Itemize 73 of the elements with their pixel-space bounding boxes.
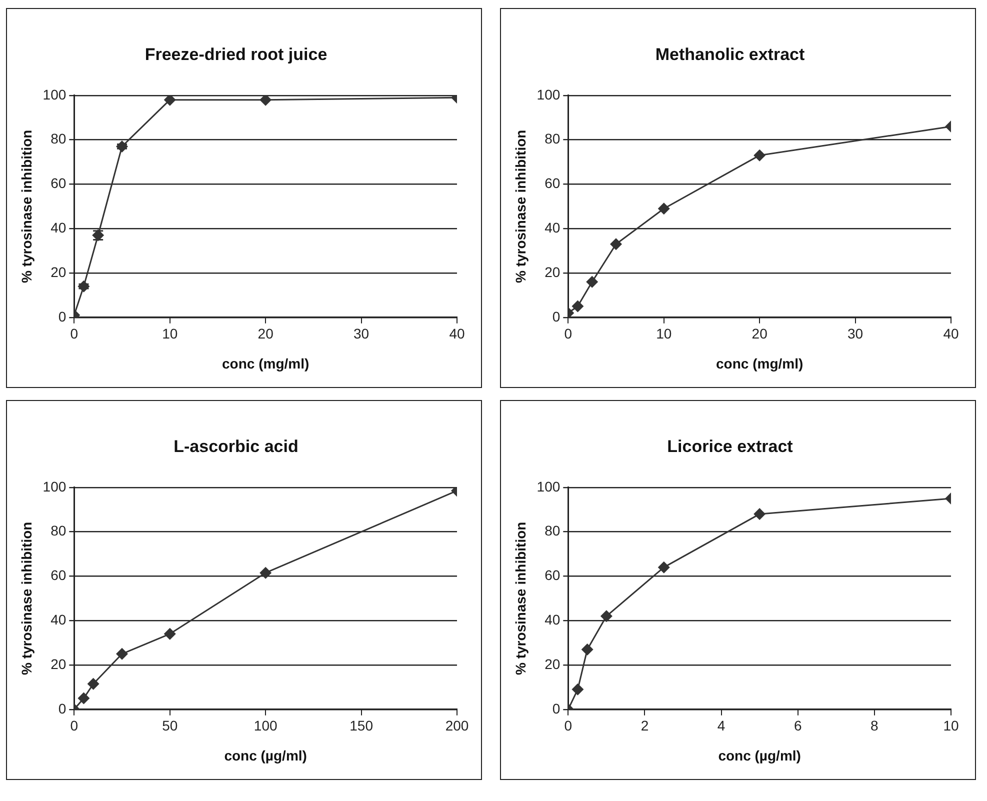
y-tick-label: 20: [544, 264, 560, 280]
x-tick-label: 100: [254, 718, 278, 734]
x-tick-label: 20: [258, 326, 274, 342]
point: [600, 610, 612, 622]
x-tick-label: 8: [870, 718, 879, 734]
y-tick-label: 80: [544, 522, 560, 539]
y-tick-label: 40: [544, 611, 560, 628]
y-tick-label: 0: [58, 700, 66, 716]
point: [586, 276, 598, 288]
x-tick-label: 10: [943, 718, 959, 734]
x-tick-label: 4: [717, 718, 726, 734]
y-tick-label: 60: [50, 567, 66, 584]
chart-title: L-ascorbic acid: [174, 436, 298, 456]
y-tick-label: 20: [544, 656, 560, 672]
x-tick-label: 20: [752, 326, 768, 342]
point: [164, 628, 176, 640]
x-tick-label: 0: [70, 326, 78, 342]
x-tick-label: 10: [656, 326, 672, 342]
x-axis-title: conc (mg/ml): [716, 355, 804, 372]
point: [572, 300, 584, 312]
y-axis-title: % tyrosinase inhibition: [18, 130, 34, 284]
point: [87, 678, 100, 690]
point: [260, 95, 272, 106]
y-tick-label: 80: [544, 130, 560, 147]
y-axis-title: % tyrosinase inhibition: [18, 522, 34, 676]
y-tick-label: 60: [544, 567, 560, 584]
point: [78, 692, 90, 704]
y-tick-label: 40: [50, 219, 66, 236]
x-tick-label: 30: [848, 326, 864, 342]
x-tick-label: 200: [445, 718, 469, 734]
y-axis-title: % tyrosinase inhibition: [512, 522, 528, 676]
y-tick-label: 100: [42, 86, 66, 102]
point: [658, 561, 670, 574]
y-tick-label: 0: [552, 700, 560, 716]
chart-title: Freeze-dried root juice: [144, 44, 328, 64]
y-tick-label: 40: [544, 219, 560, 236]
point: [754, 149, 766, 162]
y-tick-label: 100: [536, 86, 560, 102]
x-tick-label: 2: [640, 718, 649, 734]
point: [116, 648, 128, 660]
y-tick-label: 60: [544, 175, 560, 192]
y-tick-label: 0: [552, 308, 560, 324]
chart-title: Licorice extract: [667, 436, 794, 456]
x-tick-label: 50: [162, 718, 178, 734]
y-tick-label: 20: [50, 656, 66, 672]
y-axis-title: % tyrosinase inhibition: [512, 130, 528, 284]
point: [610, 238, 622, 250]
x-tick-label: 40: [449, 326, 465, 342]
x-tick-label: 40: [943, 326, 959, 342]
x-tick-label: 6: [794, 718, 802, 734]
x-tick-label: 0: [564, 718, 572, 734]
y-tick-label: 60: [50, 175, 66, 192]
y-tick-label: 0: [58, 308, 66, 324]
point: [572, 683, 584, 696]
chart-title: Methanolic extract: [655, 44, 805, 64]
point: [658, 202, 670, 215]
x-axis-title: conc (µg/ml): [718, 747, 801, 764]
x-tick-label: 30: [354, 326, 370, 342]
x-tick-label: 10: [162, 326, 178, 342]
y-tick-label: 40: [50, 611, 66, 628]
x-tick-label: 150: [350, 718, 374, 734]
point: [164, 95, 176, 106]
y-tick-label: 20: [50, 264, 66, 280]
y-tick-label: 80: [50, 522, 66, 539]
x-axis-title: conc (µg/ml): [224, 747, 307, 764]
x-axis-title: conc (mg/ml): [222, 355, 310, 372]
y-tick-label: 80: [50, 130, 66, 147]
x-tick-label: 0: [70, 718, 78, 734]
x-tick-label: 0: [564, 326, 572, 342]
y-tick-label: 100: [42, 478, 66, 494]
y-tick-label: 100: [536, 478, 560, 494]
point: [581, 643, 594, 656]
point: [260, 566, 272, 579]
